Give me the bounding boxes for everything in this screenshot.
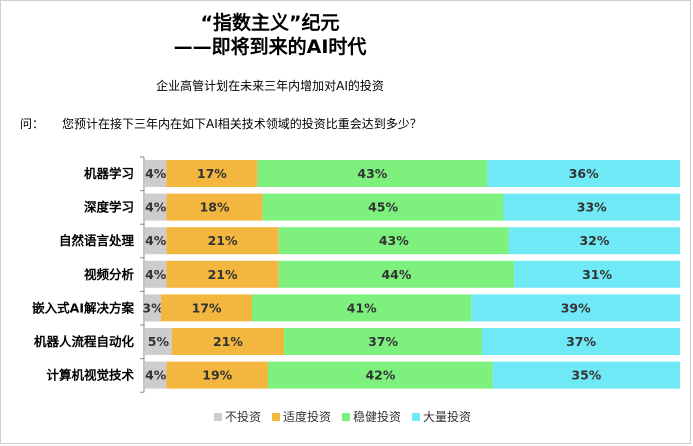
data-label: 4% — [145, 233, 167, 248]
data-label: 37% — [368, 334, 398, 349]
chart-subtitle: 企业高管计划在未来三年内增加对AI的投资 — [156, 79, 384, 93]
bar-segment — [145, 328, 172, 355]
legend-entry: 不投资 — [225, 409, 261, 424]
data-label: 4% — [145, 368, 167, 383]
data-label: 17% — [192, 300, 222, 315]
data-label: 41% — [347, 300, 377, 315]
data-label: 21% — [208, 233, 238, 248]
legend-entry: 稳健投资 — [353, 409, 401, 424]
data-label: 21% — [213, 334, 243, 349]
bar-segment — [166, 160, 258, 187]
data-label: 4% — [145, 267, 167, 282]
question-label: 问： — [20, 117, 45, 131]
data-label: 36% — [569, 166, 599, 181]
category-label: 自然语言处理 — [59, 233, 135, 248]
data-label: 35% — [571, 368, 601, 383]
bar-segment — [145, 294, 162, 322]
bar-segment — [257, 160, 488, 187]
data-label: 18% — [200, 200, 230, 215]
legend-entry: 适度投资 — [283, 409, 331, 424]
chart-title-line2: ——即将到来的AI时代 — [173, 36, 367, 58]
data-label: 37% — [566, 334, 596, 349]
bar-segment — [166, 193, 263, 221]
data-label: 5% — [148, 334, 170, 349]
data-label: 45% — [368, 200, 398, 215]
data-label: 19% — [202, 368, 232, 383]
data-label: 33% — [577, 200, 607, 215]
bar-segment — [503, 193, 680, 221]
category-label: 机器人流程自动化 — [34, 334, 135, 349]
data-label: 43% — [357, 166, 387, 181]
category-label: 机器学习 — [84, 166, 134, 181]
bar-segment — [166, 227, 279, 255]
data-label: 4% — [145, 166, 167, 181]
category-label: 计算机视觉技术 — [46, 368, 134, 383]
data-label: 39% — [561, 300, 591, 315]
category-label: 深度学习 — [84, 200, 134, 215]
bar-segment — [482, 328, 680, 355]
bar-segment — [514, 260, 680, 288]
bar-segment — [145, 227, 167, 255]
legend-swatch — [272, 413, 280, 421]
bar-segment — [492, 361, 680, 389]
bar-segment — [145, 193, 167, 221]
legend-swatch — [214, 413, 222, 421]
data-label: 43% — [379, 233, 409, 248]
bar-segment — [508, 227, 680, 255]
legend-swatch — [412, 413, 420, 421]
survey-question: 问： 您预计在接下三年内在如下AI相关技术领域的投资比重会达到多少？ — [20, 115, 422, 132]
chart-title-line1: “指数主义”纪元 — [200, 12, 340, 34]
data-label: 3% — [142, 300, 164, 315]
bar-segment — [268, 361, 493, 389]
data-label: 42% — [365, 368, 395, 383]
bar-segment — [262, 193, 504, 221]
category-label: 视频分析 — [84, 267, 135, 282]
bar-segment — [145, 260, 167, 288]
bar-segment — [252, 294, 472, 322]
bar-segment — [145, 160, 167, 187]
data-label: 17% — [197, 166, 227, 181]
data-label: 4% — [145, 200, 167, 215]
legend-entry: 大量投资 — [423, 409, 471, 424]
data-label: 32% — [579, 233, 609, 248]
bar-segment — [166, 361, 269, 389]
data-label: 44% — [381, 267, 411, 282]
bar-segment — [471, 294, 680, 322]
legend-swatch — [342, 413, 350, 421]
bar-segment — [487, 160, 680, 187]
bar-segment — [145, 361, 167, 389]
data-label: 31% — [582, 267, 612, 282]
bar-segment — [166, 260, 279, 288]
bar-segment — [284, 328, 483, 355]
category-label: 嵌入式AI解决方案 — [32, 300, 134, 315]
bar-segment — [278, 260, 515, 288]
bar-segment — [278, 227, 509, 255]
bar-segment — [161, 294, 252, 322]
data-label: 21% — [208, 267, 238, 282]
bar-segment — [171, 328, 285, 355]
question-text: 您预计在接下三年内在如下AI相关技术领域的投资比重会达到多少？ — [62, 117, 422, 131]
